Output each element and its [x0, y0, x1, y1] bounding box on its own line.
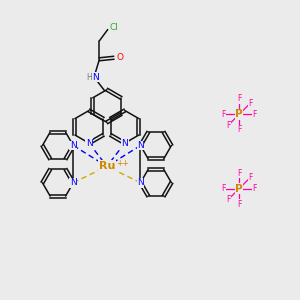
- Text: F: F: [237, 125, 242, 134]
- Text: Cl: Cl: [110, 23, 119, 32]
- Text: N: N: [137, 178, 144, 187]
- Text: N: N: [70, 141, 77, 150]
- Text: N: N: [70, 178, 77, 187]
- Text: N: N: [122, 139, 128, 148]
- Text: F: F: [252, 110, 257, 119]
- Text: N: N: [137, 141, 144, 150]
- Text: F: F: [221, 184, 226, 193]
- Text: F: F: [252, 184, 257, 193]
- Text: Ru: Ru: [99, 161, 115, 171]
- Text: H: H: [86, 73, 92, 82]
- Text: F: F: [248, 173, 252, 182]
- Text: F: F: [248, 99, 252, 108]
- Text: ++: ++: [116, 159, 129, 168]
- Text: N: N: [86, 139, 92, 148]
- Text: F: F: [237, 94, 242, 103]
- Text: O: O: [116, 53, 123, 62]
- Text: N: N: [92, 73, 99, 82]
- Text: F: F: [237, 169, 242, 178]
- Text: F: F: [226, 121, 230, 130]
- Text: F: F: [237, 200, 242, 208]
- Text: F: F: [226, 195, 230, 204]
- Text: P: P: [236, 184, 243, 194]
- Text: F: F: [221, 110, 226, 119]
- Text: P: P: [236, 109, 243, 119]
